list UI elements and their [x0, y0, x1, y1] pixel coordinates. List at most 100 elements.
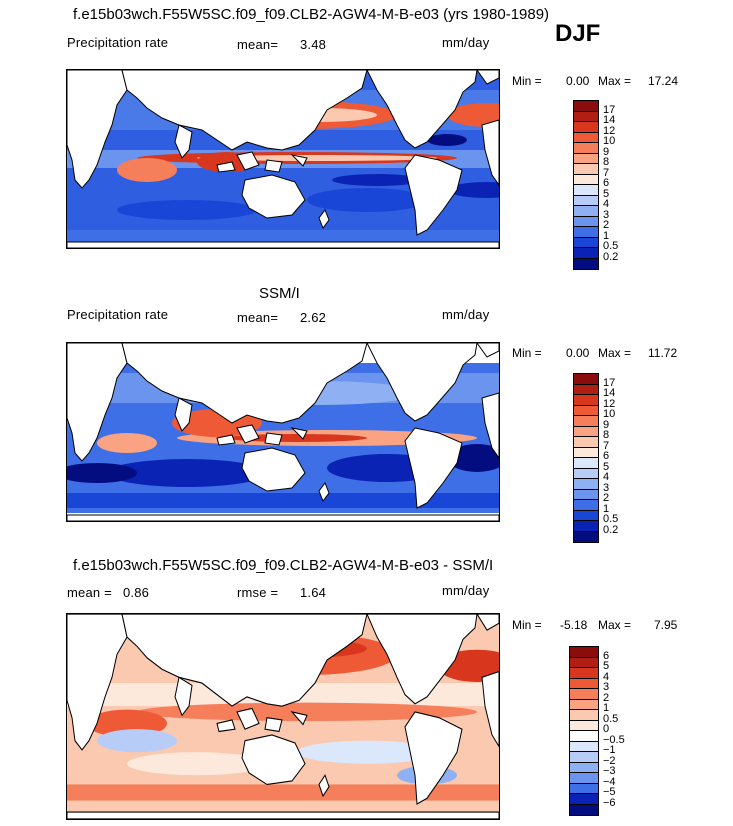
- colorbar-swatch: [570, 720, 598, 731]
- colorbar-tick-label: 4: [603, 198, 610, 210]
- colorbar-tick-label: 12: [603, 397, 616, 410]
- colorbar-swatch: [574, 185, 598, 196]
- panel-2-colorbar-labels: 17 14 12 10 9 8 7 6 5 4 3 2 1 0.5 0.2: [603, 373, 643, 541]
- colorbar-swatch: [570, 710, 598, 721]
- colorbar-tick-label: 1: [603, 702, 610, 714]
- colorbar-swatch: [574, 111, 598, 122]
- colorbar-swatch: [570, 689, 598, 700]
- panel-2-max-label: Max =: [598, 346, 632, 360]
- colorbar-tick-label: −6: [603, 796, 616, 809]
- panel-2-colorbar: [573, 373, 599, 543]
- colorbar-tick-label: −1: [603, 744, 616, 756]
- colorbar-swatch: [570, 752, 598, 763]
- panel-1-map: [66, 69, 500, 249]
- colorbar-swatch: [574, 164, 598, 175]
- panel-3-colorbar-labels: 6 5 4 3 2 1 0.5 0 −0.5 −1 −2 −3 −4 −5 −6: [603, 646, 643, 814]
- colorbar-swatch: [574, 153, 598, 164]
- colorbar-swatch: [574, 122, 598, 133]
- panel-3-rmse-value: 1.64: [300, 585, 327, 600]
- panel-2-min-label: Min =: [512, 346, 542, 360]
- colorbar-tick-label: 0: [603, 723, 610, 735]
- colorbar-swatch: [574, 384, 598, 395]
- colorbar-tick-label: 17: [603, 376, 616, 389]
- colorbar-tick-label: 0.5: [603, 240, 619, 252]
- panel-2-map: [66, 342, 500, 522]
- panel-3-min-label: Min =: [512, 618, 542, 632]
- colorbar-tick-label: 0.5: [603, 712, 619, 725]
- colorbar-swatch: [574, 395, 598, 406]
- colorbar-tick-label: 3: [603, 208, 610, 221]
- colorbar-swatch: [574, 258, 598, 269]
- colorbar-swatch: [574, 216, 598, 227]
- panel-1-min-value: 0.00: [566, 74, 590, 88]
- panel-2-mean-label: mean=: [237, 310, 279, 325]
- panel-3-colorbar: [569, 646, 599, 816]
- colorbar-tick-label: 6: [603, 450, 610, 462]
- panel-2-mean-value: 2.62: [300, 310, 327, 325]
- colorbar-tick-label: 8: [603, 429, 610, 441]
- panel-1-units: mm/day: [442, 35, 490, 50]
- colorbar-tick-label: −4: [603, 775, 616, 788]
- colorbar-swatch: [574, 416, 598, 427]
- colorbar-tick-label: 17: [603, 103, 616, 116]
- panel-2-min-value: 0.00: [566, 346, 590, 360]
- colorbar-tick-label: 0.5: [603, 513, 619, 525]
- colorbar-swatch: [574, 489, 598, 500]
- colorbar-swatch: [570, 762, 598, 773]
- colorbar-swatch: [574, 174, 598, 185]
- colorbar-swatch: [574, 447, 598, 458]
- colorbar-swatch: [574, 248, 598, 259]
- colorbar-swatch: [574, 206, 598, 217]
- colorbar-swatch: [574, 195, 598, 206]
- colorbar-swatch: [574, 468, 598, 479]
- colorbar-tick-label: 5: [603, 660, 610, 672]
- colorbar-tick-label: 12: [603, 124, 616, 137]
- colorbar-tick-label: 5: [603, 460, 610, 473]
- colorbar-swatch: [570, 678, 598, 689]
- panel-1-title: f.e15b03wch.F55W5SC.f09_f09.CLB2-AGW4-M-…: [73, 6, 550, 23]
- panel-3-mean-label: mean =: [67, 585, 112, 600]
- colorbar-swatch: [570, 647, 598, 658]
- colorbar-tick-label: 8: [603, 156, 610, 168]
- colorbar-swatch: [570, 657, 598, 668]
- colorbar-swatch: [574, 510, 598, 521]
- panel-3-max-value: 7.95: [654, 618, 678, 632]
- colorbar-tick-label: 0.2: [603, 250, 619, 263]
- colorbar-swatch: [574, 521, 598, 532]
- colorbar-tick-label: 3: [603, 681, 610, 693]
- panel-1-mean-label: mean=: [237, 37, 279, 52]
- colorbar-tick-label: 1: [603, 502, 610, 515]
- colorbar-swatch: [570, 741, 598, 752]
- colorbar-swatch: [574, 143, 598, 154]
- colorbar-swatch: [570, 731, 598, 742]
- panel-1-max-label: Max =: [598, 74, 632, 88]
- colorbar-tick-label: −5: [603, 786, 616, 798]
- colorbar-swatch: [574, 227, 598, 238]
- colorbar-swatch: [574, 479, 598, 490]
- colorbar-swatch: [574, 132, 598, 143]
- colorbar-tick-label: 2: [603, 492, 610, 504]
- colorbar-swatch: [574, 531, 598, 542]
- colorbar-swatch: [574, 500, 598, 511]
- panel-2-max-value: 11.72: [648, 346, 678, 360]
- panel-1-mean-value: 3.48: [300, 37, 327, 52]
- colorbar-tick-label: 2: [603, 691, 610, 704]
- colorbar-tick-label: 1: [603, 229, 610, 242]
- panel-3-rmse-label: rmse =: [237, 585, 279, 600]
- colorbar-swatch: [574, 405, 598, 416]
- panel-1-min-label: Min =: [512, 74, 542, 88]
- colorbar-tick-label: 7: [603, 439, 610, 452]
- colorbar-tick-label: 5: [603, 187, 610, 200]
- panel-3-map: [66, 613, 500, 820]
- panel-3-mean-value: 0.86: [123, 585, 150, 600]
- colorbar-tick-label: 14: [603, 114, 616, 126]
- colorbar-tick-label: 3: [603, 481, 610, 494]
- colorbar-swatch: [574, 237, 598, 248]
- colorbar-swatch: [574, 101, 598, 112]
- panel-3-min-value: -5.18: [560, 618, 588, 632]
- colorbar-tick-label: 0.2: [603, 523, 619, 536]
- panel-2-units: mm/day: [442, 307, 490, 322]
- colorbar-swatch: [570, 794, 598, 805]
- colorbar-tick-label: 9: [603, 418, 610, 431]
- colorbar-tick-label: 4: [603, 471, 610, 483]
